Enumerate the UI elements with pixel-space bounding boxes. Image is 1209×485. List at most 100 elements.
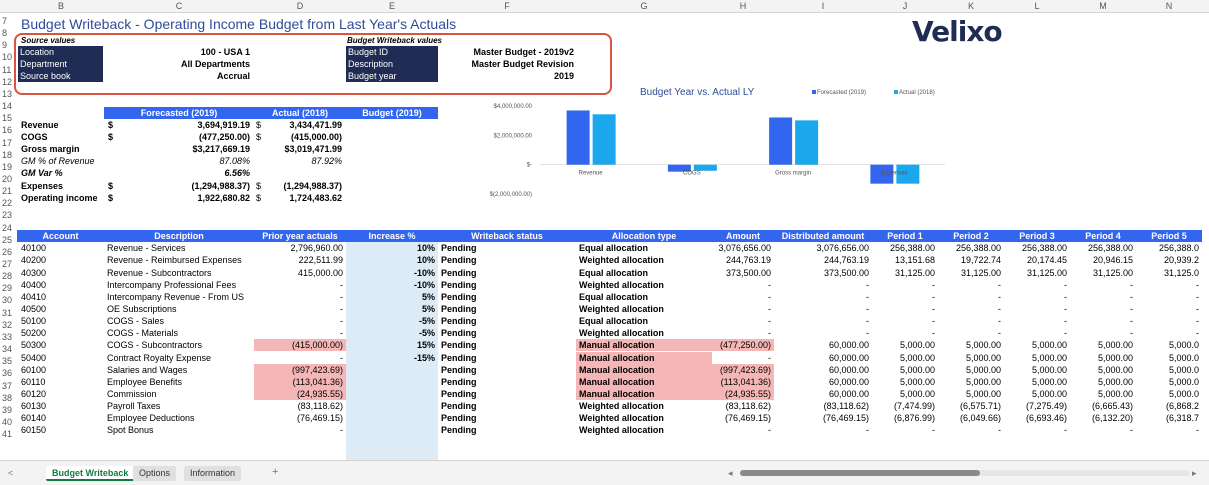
row-number[interactable]: 28: [2, 271, 13, 282]
source-value-location[interactable]: 100 - USA 1: [200, 47, 250, 57]
row-number[interactable]: 16: [2, 125, 13, 136]
row-number[interactable]: 10: [2, 52, 13, 63]
tab-information[interactable]: Information: [184, 466, 242, 481]
source-value-department[interactable]: All Departments: [180, 59, 250, 69]
scrollbar-thumb[interactable]: [740, 470, 980, 476]
scroll-right-icon[interactable]: ▸: [1192, 468, 1197, 478]
table-cell-allocation-type[interactable]: Manual allocation: [576, 363, 712, 376]
row-number[interactable]: 19: [2, 161, 13, 172]
column-header-D[interactable]: D: [296, 1, 304, 11]
row-number[interactable]: 29: [2, 283, 13, 294]
column-header-C[interactable]: C: [175, 1, 183, 11]
column-header-L[interactable]: L: [1034, 1, 1040, 11]
row-number[interactable]: 40: [2, 416, 13, 427]
row-number[interactable]: 13: [2, 88, 13, 99]
table-cell-allocation-type[interactable]: Equal allocation: [579, 267, 649, 278]
table-cell-allocation-type[interactable]: Equal allocation: [579, 243, 649, 254]
row-number[interactable]: 20: [2, 173, 13, 184]
writeback-value-budget-id[interactable]: Master Budget - 2019v2: [473, 47, 574, 57]
table-header-distributed-amount[interactable]: Distributed amount: [774, 230, 872, 242]
column-header-M[interactable]: M: [1099, 1, 1107, 11]
table-cell-increase-pct[interactable]: -5%: [346, 315, 438, 328]
row-number[interactable]: 38: [2, 392, 13, 403]
row-number[interactable]: 30: [2, 295, 13, 306]
table-header-account[interactable]: Account: [17, 230, 104, 242]
column-header-E[interactable]: E: [388, 1, 395, 11]
table-cell-increase-pct[interactable]: 5%: [346, 302, 438, 315]
row-number[interactable]: 21: [2, 186, 13, 197]
table-cell-allocation-type[interactable]: Weighted allocation: [579, 413, 664, 424]
table-header-period-1[interactable]: Period 1: [872, 230, 938, 242]
row-number[interactable]: 9: [2, 40, 8, 51]
tab-options[interactable]: Options: [133, 466, 177, 481]
row-number[interactable]: 14: [2, 101, 13, 112]
row-number[interactable]: 34: [2, 344, 13, 355]
column-header-F[interactable]: F: [504, 1, 510, 11]
source-value-book[interactable]: Accrual: [216, 71, 250, 81]
row-number[interactable]: 32: [2, 319, 13, 330]
table-cell-allocation-type[interactable]: Equal allocation: [579, 291, 649, 302]
table-cell-allocation-type[interactable]: Weighted allocation: [579, 303, 664, 314]
table-header-prior-year-actuals[interactable]: Prior year actuals: [254, 230, 346, 242]
table-header-period-5[interactable]: Period 5: [1136, 230, 1202, 242]
row-number[interactable]: 17: [2, 137, 13, 148]
row-number[interactable]: 24: [2, 222, 13, 233]
scroll-left-icon[interactable]: ◂: [728, 468, 733, 478]
table-header-period-4[interactable]: Period 4: [1070, 230, 1136, 242]
row-number[interactable]: 23: [2, 210, 13, 221]
table-cell-increase-pct[interactable]: 10%: [346, 254, 438, 267]
column-header-I[interactable]: I: [821, 1, 825, 11]
row-number[interactable]: 41: [2, 429, 13, 440]
table-header-increase-pct[interactable]: Increase %: [346, 230, 438, 242]
table-cell-increase-pct[interactable]: -10%: [346, 266, 438, 279]
row-number[interactable]: 36: [2, 368, 13, 379]
table-cell-increase-pct[interactable]: 10%: [346, 242, 438, 255]
row-number[interactable]: 15: [2, 113, 13, 124]
table-header-amount[interactable]: Amount: [712, 230, 774, 242]
nav-prev-icon[interactable]: <: [8, 468, 14, 478]
column-header-K[interactable]: K: [967, 1, 974, 11]
row-number[interactable]: 25: [2, 234, 13, 245]
table-cell-allocation-type[interactable]: Weighted allocation: [579, 425, 664, 436]
column-header-J[interactable]: J: [902, 1, 908, 11]
table-header-period-3[interactable]: Period 3: [1004, 230, 1070, 242]
row-number[interactable]: 8: [2, 28, 8, 39]
row-number[interactable]: 22: [2, 198, 13, 209]
table-header-writeback-status[interactable]: Writeback status: [438, 230, 576, 242]
row-number[interactable]: 39: [2, 404, 13, 415]
table-cell-allocation-type[interactable]: Weighted allocation: [579, 328, 664, 339]
table-cell-allocation-type[interactable]: Manual allocation: [576, 375, 712, 388]
table-cell-allocation-type[interactable]: Weighted allocation: [579, 255, 664, 266]
add-sheet-button[interactable]: +: [272, 466, 279, 478]
tab-budget-writeback[interactable]: Budget Writeback: [46, 466, 135, 481]
table-cell-increase-pct[interactable]: -5%: [346, 327, 438, 340]
row-number[interactable]: 18: [2, 149, 13, 160]
writeback-value-budget-year[interactable]: 2019: [553, 71, 574, 81]
table-cell-increase-pct[interactable]: 5%: [346, 290, 438, 303]
column-header-H[interactable]: H: [739, 1, 747, 11]
table-header-allocation-type[interactable]: Allocation type: [576, 230, 712, 242]
column-header-N[interactable]: N: [1165, 1, 1173, 11]
table-cell-increase-pct[interactable]: 15%: [346, 339, 438, 352]
table-cell-allocation-type[interactable]: Manual allocation: [576, 351, 712, 364]
table-cell-allocation-type[interactable]: Manual allocation: [576, 388, 712, 400]
row-number[interactable]: 31: [2, 307, 13, 318]
table-header-description[interactable]: Description: [104, 230, 254, 242]
row-number[interactable]: 7: [2, 16, 8, 26]
table-header-period-2[interactable]: Period 2: [938, 230, 1004, 242]
table-cell-allocation-type[interactable]: Weighted allocation: [579, 401, 664, 412]
row-number[interactable]: 35: [2, 356, 13, 367]
row-number[interactable]: 37: [2, 380, 13, 391]
table-cell-increase-pct[interactable]: -15%: [346, 351, 438, 364]
table-cell-allocation-type[interactable]: Equal allocation: [579, 316, 649, 327]
row-number[interactable]: 26: [2, 246, 13, 257]
row-number[interactable]: 27: [2, 259, 13, 269]
writeback-value-description[interactable]: Master Budget Revision: [471, 59, 574, 69]
table-cell-allocation-type[interactable]: Manual allocation: [576, 339, 712, 352]
row-number[interactable]: 12: [2, 76, 13, 87]
column-header-G[interactable]: G: [640, 1, 648, 11]
horizontal-scrollbar[interactable]: [740, 470, 1190, 476]
table-cell-allocation-type[interactable]: Weighted allocation: [579, 279, 664, 290]
row-number[interactable]: 11: [2, 64, 12, 75]
table-cell-increase-pct[interactable]: -10%: [346, 278, 438, 291]
